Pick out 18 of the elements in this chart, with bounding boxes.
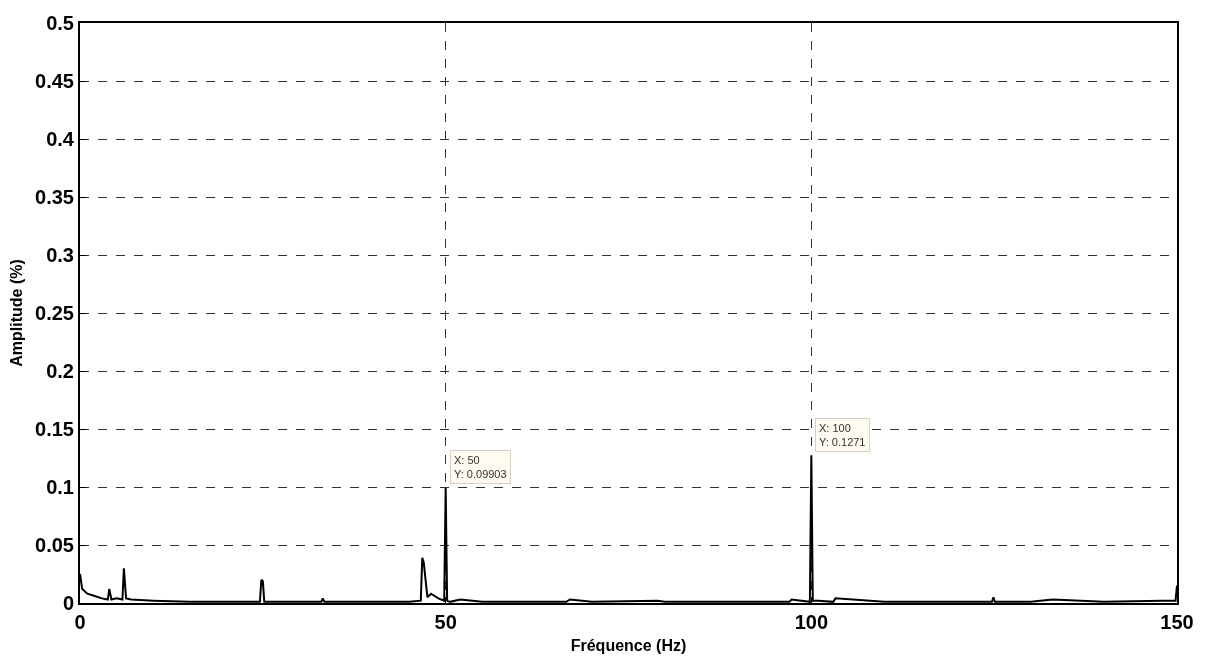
x-tick-label: 50 [434, 611, 457, 633]
y-tick-label: 0.2 [46, 360, 74, 382]
x-axis-title: Fréquence (Hz) [570, 637, 687, 655]
y-tick-label: 0.3 [46, 244, 74, 266]
x-tick-label: 100 [794, 611, 829, 633]
y-tick-label: 0.15 [35, 418, 74, 440]
y-tick-label: 0 [62, 592, 74, 614]
y-tick-label: 0.5 [46, 12, 74, 34]
annotation: X: 50 Y: 0.09903 [454, 454, 507, 481]
y-axis-title: Amplitude (%) [8, 259, 26, 367]
y-tick-label: 0.4 [46, 128, 75, 150]
annotation: X: 100 Y: 0.1271 [819, 422, 866, 449]
y-tick-label: 0.35 [35, 186, 74, 208]
y-tick-label: 0.45 [35, 70, 74, 92]
y-tick-label: 0.25 [35, 302, 74, 324]
y-tick-label: 0.05 [35, 534, 74, 556]
y-tick-label: 0.1 [46, 476, 74, 498]
x-tick-label: 150 [1160, 611, 1194, 633]
